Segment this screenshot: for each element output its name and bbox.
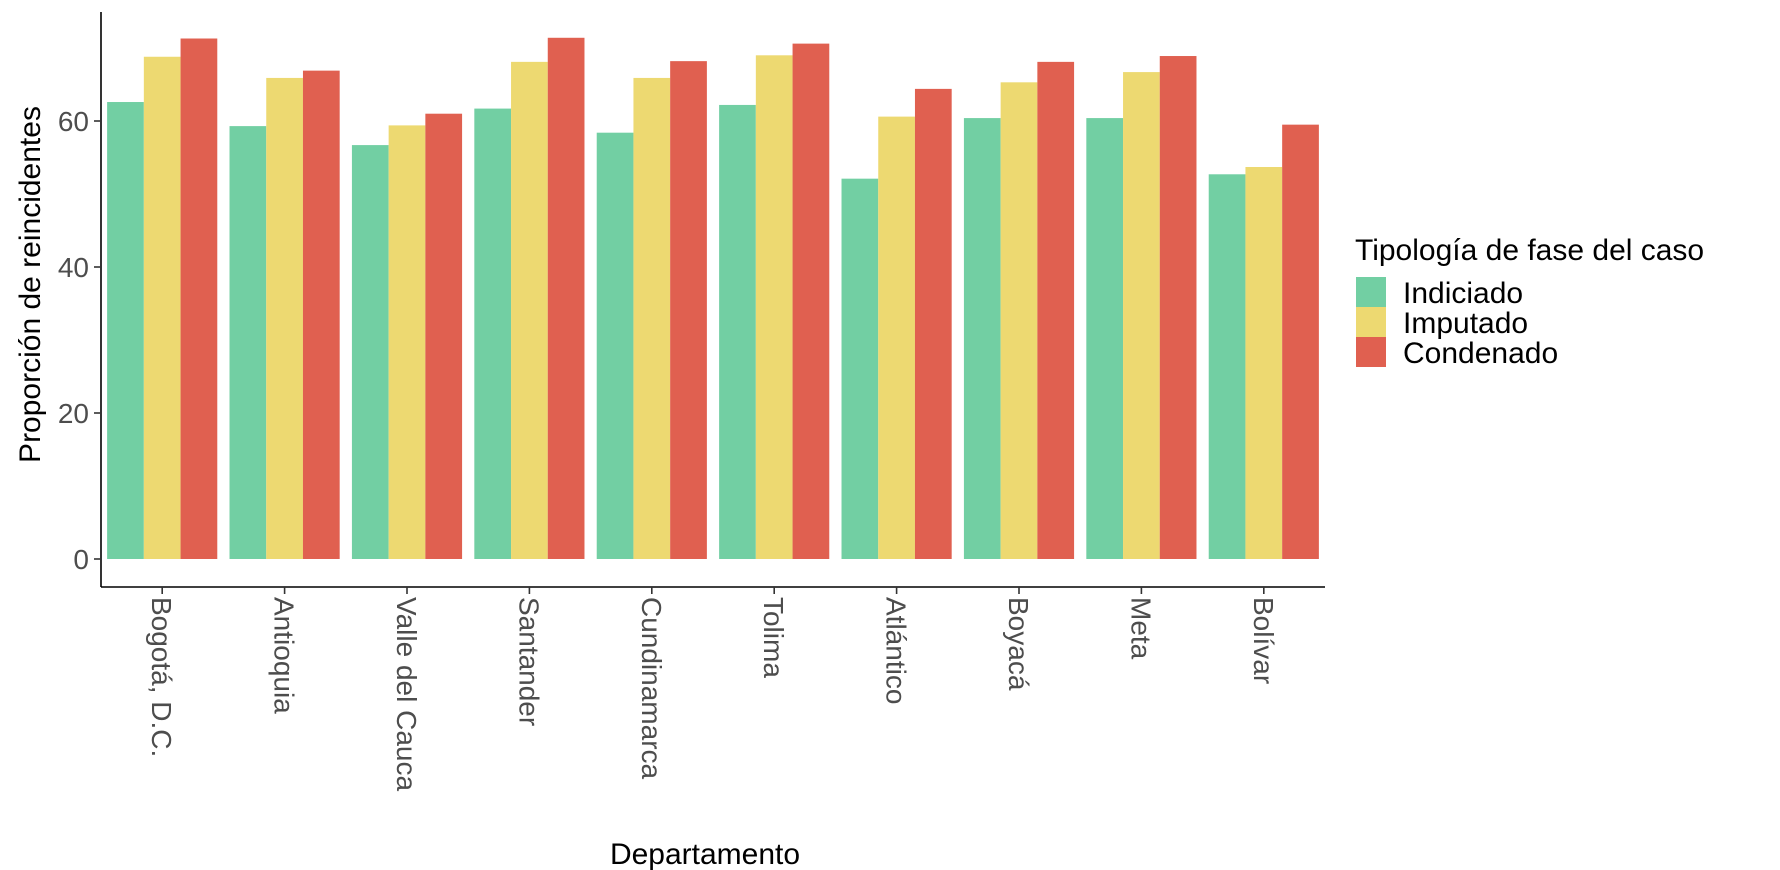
bar-condenado-1 [302, 70, 340, 559]
bar-imputado-9 [1245, 166, 1283, 560]
bar-condenado-5 [792, 43, 830, 560]
y-ticks: 0 20 40 60 [58, 106, 101, 575]
bar-indiciado-4 [596, 132, 634, 559]
bar-imputado-0 [143, 56, 181, 559]
x-tick-label: Meta [1125, 597, 1156, 660]
x-tick-label: Tolima [758, 597, 789, 678]
bar-indiciado-0 [107, 102, 144, 560]
bar-imputado-8 [1123, 72, 1160, 559]
bar-indiciado-2 [351, 145, 389, 559]
x-tick-label: Bolívar [1248, 597, 1279, 684]
y-tick-label: 60 [58, 106, 89, 137]
legend-key-indiciado [1356, 277, 1386, 307]
bar-condenado-6 [914, 88, 952, 559]
bar-indiciado-9 [1208, 174, 1246, 560]
legend-title: Tipología de fase del caso [1355, 234, 1704, 267]
bar-condenado-2 [425, 113, 463, 559]
x-axis-title: Departamento [610, 838, 800, 870]
y-axis-title: Proporción de reincidentes [14, 106, 47, 463]
bar-indiciado-1 [229, 126, 267, 560]
bar-imputado-5 [755, 55, 793, 560]
legend-key-imputado [1356, 307, 1386, 337]
bar-condenado-4 [670, 61, 707, 559]
x-tick-label: Bogotá, D.C. [146, 597, 177, 757]
x-tick-label: Antioquia [269, 597, 300, 714]
bar-condenado-9 [1282, 124, 1319, 560]
bar-condenado-0 [180, 38, 218, 559]
legend-label-indiciado: Indiciado [1403, 277, 1523, 310]
bar-indiciado-5 [719, 104, 756, 559]
bar-indiciado-7 [963, 118, 1001, 559]
y-tick-label: 20 [58, 398, 89, 429]
legend-label-condenado: Condenado [1403, 337, 1558, 370]
bar-condenado-8 [1159, 56, 1197, 559]
bar-imputado-7 [1000, 82, 1038, 559]
bar-imputado-1 [266, 77, 303, 560]
legend-label-imputado: Imputado [1403, 307, 1528, 340]
x-tick-label: Cundinamarca [636, 597, 667, 780]
x-tick-label: Valle del Cauca [391, 597, 422, 791]
legend: Tipología de fase del caso IndiciadoImpu… [1355, 234, 1704, 370]
bar-imputado-2 [388, 125, 426, 559]
bar-imputado-4 [633, 77, 671, 560]
legend-key-condenado [1356, 337, 1386, 367]
x-tick-label: Atlántico [881, 597, 912, 704]
axes [100, 12, 1325, 588]
y-tick-label: 0 [73, 544, 89, 575]
x-tick-label: Boyacá [1003, 597, 1034, 691]
bar-condenado-7 [1037, 61, 1075, 560]
bar-indiciado-3 [474, 108, 512, 559]
bar-imputado-3 [511, 61, 548, 560]
bar-indiciado-6 [841, 178, 879, 560]
bar-condenado-3 [547, 37, 585, 559]
plot-area [107, 37, 1319, 560]
x-ticks: Bogotá, D.C. Antioquia Valle del Cauca Sant… [146, 587, 1279, 791]
x-tick-label: Santander [513, 597, 544, 726]
bar-imputado-6 [878, 116, 915, 560]
y-tick-label: 40 [58, 252, 89, 283]
bar-indiciado-8 [1086, 118, 1124, 559]
